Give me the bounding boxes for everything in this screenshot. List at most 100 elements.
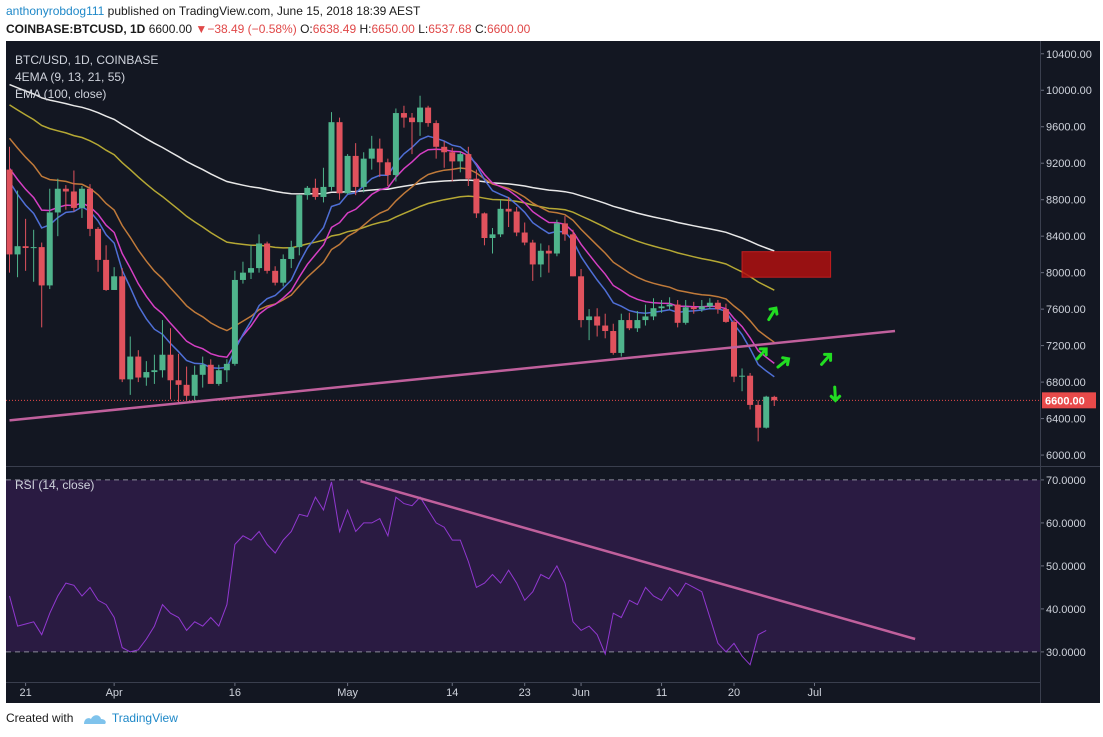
arrow-down-icon	[829, 385, 842, 403]
arrow-up-icon	[755, 347, 768, 361]
candle-down	[264, 243, 271, 271]
high-value: 6650.00	[371, 22, 415, 36]
candle-down	[312, 187, 319, 197]
candle-up	[666, 304, 673, 307]
arrow-stroke	[755, 347, 768, 361]
candle-up	[215, 370, 222, 384]
candle-down	[465, 154, 472, 179]
candle-up	[239, 272, 246, 280]
candle-down	[376, 148, 383, 163]
candle-up	[199, 364, 206, 375]
ema-21-line	[8, 137, 775, 343]
candle-down	[513, 211, 520, 233]
candle-down	[529, 242, 536, 265]
chart-canvas[interactable]: 6000.00 6400.00 6800.00 7200.00 7600.00 8000.…	[0, 40, 1103, 706]
candle-up	[586, 316, 593, 321]
price-tick-label: 6000.00	[1046, 450, 1086, 462]
rsi-series	[6, 479, 1040, 666]
candle-up	[248, 268, 254, 273]
time-tick-label: 23	[519, 687, 531, 699]
candle-up	[280, 258, 287, 283]
open-label: O:	[300, 22, 313, 36]
price-tick-label: 8800.00	[1046, 195, 1086, 207]
candle-up	[497, 208, 504, 235]
price-tick-label: 7200.00	[1046, 341, 1086, 353]
candle-down	[70, 191, 77, 208]
close-value: 6600.00	[486, 22, 531, 36]
candle-up	[417, 107, 424, 123]
candle-up	[682, 307, 689, 323]
candle-down	[505, 208, 512, 212]
candle-down	[771, 396, 778, 401]
candle-down	[207, 364, 214, 384]
candle-down	[441, 146, 448, 153]
candle-down	[674, 304, 681, 323]
candle-down	[731, 321, 737, 377]
candle-up	[159, 354, 166, 371]
candle-up	[288, 247, 295, 259]
time-tick-label: Apr	[106, 687, 123, 699]
candle-down	[545, 250, 552, 254]
candle-up	[54, 188, 61, 213]
price-tick-label: 10400.00	[1046, 49, 1092, 61]
rsi-trendline	[360, 479, 916, 641]
candle-down	[409, 117, 415, 123]
candle-up	[537, 250, 544, 265]
time-axis: 21 Apr 16 May 14 23 Jun 11 20 Jul	[19, 682, 822, 699]
candle-up	[763, 396, 770, 428]
candle-down	[384, 162, 391, 176]
candle-down	[38, 247, 45, 286]
candle-down	[481, 213, 488, 238]
low-label: L:	[418, 22, 429, 36]
support-trendline	[9, 329, 896, 422]
candle-up	[658, 306, 665, 309]
candle-down	[183, 384, 190, 396]
open-value: 6638.49	[312, 22, 357, 36]
candle-down	[119, 276, 126, 380]
candle-up	[256, 243, 263, 269]
candle-up	[360, 158, 367, 187]
candle-down	[400, 113, 407, 118]
candle-up	[328, 122, 335, 187]
tradingview-logo-icon	[83, 715, 106, 724]
candle-down	[433, 123, 440, 147]
candle-up	[223, 363, 230, 371]
price-tick-label: 8400.00	[1046, 231, 1086, 243]
time-tick-label: 11	[656, 687, 667, 699]
price-tick-label: 6800.00	[1046, 377, 1086, 389]
ema-13-line	[8, 148, 775, 364]
candle-up	[111, 276, 118, 290]
candle-down	[449, 152, 456, 162]
candle-up	[618, 320, 625, 353]
time-tick-label: Jul	[807, 687, 821, 699]
rsi-tick-label: 70.0000	[1046, 475, 1086, 487]
tradingview-link[interactable]: TradingView	[111, 711, 178, 725]
candle-up	[151, 370, 158, 373]
last-price-badge	[1042, 392, 1096, 409]
candle-down	[87, 188, 93, 229]
candle-up	[739, 375, 746, 377]
symbol-label: COINBASE:BTCUSD, 1D	[6, 22, 146, 36]
candle-down	[167, 354, 174, 381]
candle-up	[191, 374, 198, 396]
price-tick-label: 7600.00	[1046, 304, 1086, 316]
arrow-up-icon	[767, 306, 779, 322]
candle-down	[714, 302, 721, 310]
ema-lines	[8, 83, 775, 378]
time-tick-label: Jun	[572, 687, 590, 699]
candlestick-series	[6, 95, 778, 442]
candle-down	[570, 234, 576, 277]
target-zone-box	[741, 251, 832, 278]
candle-up	[127, 356, 134, 380]
candle-down	[62, 188, 69, 192]
price-tick-label: 9600.00	[1046, 122, 1086, 134]
candle-down	[352, 155, 359, 187]
candle-up	[46, 212, 53, 286]
candle-down	[578, 276, 585, 321]
rsi-legend: RSI (14, close)	[15, 478, 94, 492]
candle-up	[320, 186, 327, 197]
time-tick-label: 20	[728, 687, 740, 699]
quote-line: COINBASE:BTCUSD, 1D 6600.00 ▼−38.49 (−0.…	[6, 22, 530, 36]
author-link[interactable]: anthonyrobdog111	[6, 4, 105, 18]
rsi-band	[6, 479, 1040, 652]
